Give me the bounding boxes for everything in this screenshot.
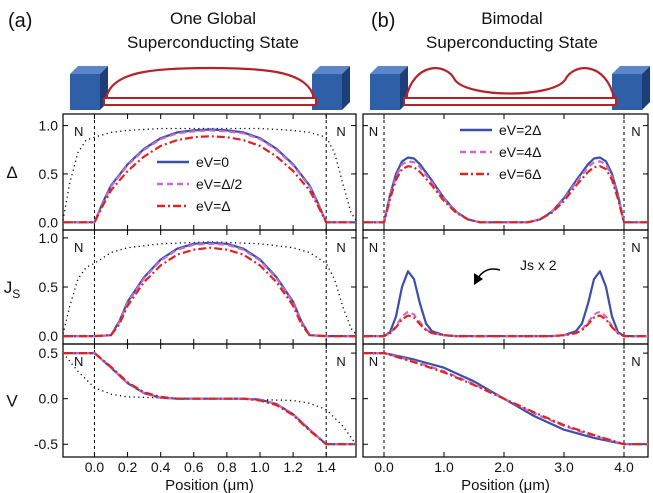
y-axis-label-subscript: S — [12, 287, 20, 301]
x-axis-label: Position (μm) — [461, 477, 550, 493]
series-line-eV=4Δ — [363, 352, 648, 446]
y-tick-label: -0.5 — [34, 436, 58, 452]
y-tick-label: 0.0 — [39, 214, 59, 230]
subplot-a-1: N N 0.0 0.5 1.0 — [39, 229, 357, 345]
device-illustration-b — [370, 66, 650, 110]
region-label-n: N — [369, 354, 378, 369]
x-tick-label: 1.0 — [250, 459, 270, 475]
panel-b-title-line2: Superconducting State — [426, 33, 598, 52]
region-label-n: N — [631, 240, 640, 255]
js-annotation: Js x 2 — [474, 257, 557, 285]
x-axis-b: 0.0 1.0 2.0 3.0 4.0 Position (μm) — [374, 459, 634, 493]
y-axis-label: V — [6, 392, 18, 411]
panel-a-header: (a) One Global Superconducting State — [8, 9, 299, 52]
panel-a-tag: (a) — [8, 10, 32, 32]
y-tick-label: 0.5 — [39, 279, 59, 295]
x-axis-a: 0.0 0.2 0.4 0.6 0.8 1.0 1.2 1.4 Position (μm) — [85, 459, 336, 493]
series-line-eV=Δ — [63, 352, 356, 446]
device-illustration-a — [70, 66, 350, 110]
legend-b: eV=2Δ eV=4Δ eV=6Δ — [460, 122, 541, 182]
series-line-eV=0 — [63, 241, 356, 338]
plot-area: N N0.00.51.0N N0.00.51.0N N-0.50.00.50.0 0.2… — [4, 113, 649, 493]
panel-a-title-line2: Superconducting State — [127, 33, 299, 52]
legend-a-label-2: eV=Δ — [196, 198, 231, 214]
legend-b-label-2: eV=6Δ — [499, 166, 541, 182]
x-tick-label: 0.0 — [374, 459, 394, 475]
x-tick-label: 4.0 — [614, 459, 634, 475]
y-tick-label: 1.0 — [39, 118, 59, 134]
x-tick-label: 1.0 — [434, 459, 454, 475]
series-line-eV=6Δ — [363, 352, 648, 446]
y-tick-label: 0.0 — [39, 391, 59, 407]
legend-a: eV=0 eV=Δ/2 eV=Δ — [157, 154, 243, 214]
x-tick-label: 0.0 — [85, 459, 105, 475]
y-tick-label: 0.5 — [39, 345, 59, 361]
series-line-eV=Δ/2 — [63, 129, 356, 224]
lead-right-a — [312, 66, 350, 110]
legend-b-label-1: eV=4Δ — [499, 144, 541, 160]
subplot-a-2: N N -0.5 0.0 0.5 — [34, 343, 357, 458]
series-line-eV=6Δ — [363, 165, 648, 224]
x-tick-label: 0.6 — [184, 459, 204, 475]
series-line-eV=6Δ — [363, 314, 648, 338]
panel-b-title-line1: Bimodal — [481, 9, 542, 28]
y-axis-label: JS — [4, 278, 21, 301]
series-line-reference — [62, 127, 357, 221]
x-tick-label: 0.2 — [118, 459, 138, 475]
order-parameter-profile-a — [104, 66, 316, 99]
panel-b-tag: (b) — [371, 10, 395, 32]
annotation-arrowhead — [474, 273, 483, 285]
region-label-n: N — [74, 240, 83, 255]
series-line-eV=Δ — [63, 246, 356, 338]
x-tick-label: 2.0 — [494, 459, 514, 475]
x-tick-label: 1.2 — [283, 459, 303, 475]
subplot-a-0: N N 0.0 0.5 1.0 — [39, 113, 357, 231]
x-tick-label: 0.4 — [151, 459, 171, 475]
panel-b-header: (b) Bimodal Superconducting State — [371, 9, 598, 52]
region-label-n: N — [336, 354, 345, 369]
region-label-n: N — [631, 124, 640, 139]
x-axis-label: Position (μm) — [165, 477, 254, 493]
x-tick-label: 1.4 — [316, 459, 336, 475]
region-label-n: N — [369, 124, 378, 139]
order-parameter-profile-b — [404, 67, 616, 99]
series-line-eV=4Δ — [363, 310, 648, 338]
annotation-arrow — [477, 268, 501, 279]
series-line-eV=4Δ — [363, 160, 648, 224]
subplot-frame — [62, 343, 357, 458]
series-line-reference — [62, 241, 357, 335]
series-line-eV=Δ/2 — [63, 242, 356, 338]
lead-left-a — [70, 66, 108, 110]
x-tick-label: 0.8 — [217, 459, 237, 475]
y-axis-label: Δ — [6, 163, 17, 182]
lead-right-b — [612, 66, 650, 110]
panel-a-title-line1: One Global — [170, 9, 256, 28]
region-label-n: N — [336, 124, 345, 139]
y-tick-label: 1.0 — [39, 230, 59, 246]
series-line-eV=2Δ — [363, 270, 648, 338]
y-tick-label: 0.5 — [39, 166, 59, 182]
legend-a-label-0: eV=0 — [196, 154, 229, 170]
region-label-n: N — [74, 124, 83, 139]
series-line-reference — [62, 352, 357, 445]
subplot-frame — [362, 343, 649, 458]
annotation-text: Js x 2 — [520, 257, 557, 273]
series-line-eV=Δ — [63, 135, 356, 224]
lead-left-b — [370, 66, 408, 110]
region-label-n: N — [336, 240, 345, 255]
region-label-n: N — [369, 240, 378, 255]
region-label-n: N — [631, 354, 640, 369]
wire-b — [403, 97, 617, 106]
region-label-n: N — [74, 354, 83, 369]
x-tick-label: 3.0 — [554, 459, 574, 475]
legend-b-label-0: eV=2Δ — [499, 122, 541, 138]
wire-a — [103, 97, 317, 106]
y-tick-label: 0.0 — [39, 328, 59, 344]
legend-a-label-1: eV=Δ/2 — [196, 176, 243, 192]
